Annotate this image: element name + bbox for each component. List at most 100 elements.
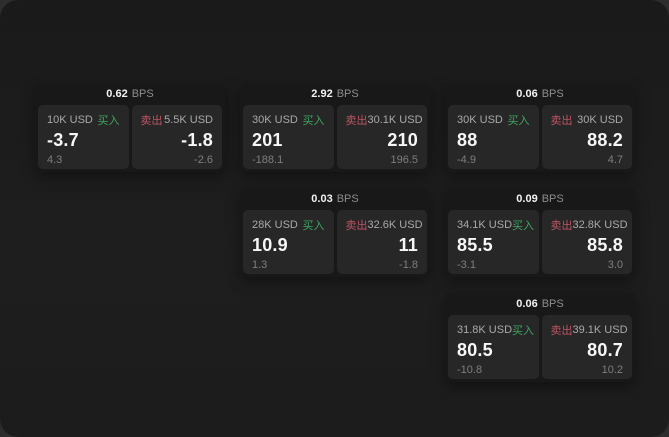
buy-amount: 10K USD: [47, 114, 93, 126]
buy-tile-header: 28K USD 买入: [252, 217, 325, 233]
buy-side-label: 买入: [507, 115, 530, 127]
card-header: 0.06 BPS: [448, 293, 632, 315]
quote-panels: 30K USD 买入 88 -4.9 卖出 30K USD 88.2 4.7: [448, 105, 632, 169]
sell-quote-tile[interactable]: 卖出 39.1K USD 80.7 10.2: [541, 315, 632, 379]
sell-quote-tile[interactable]: 卖出 5.5K USD -1.8 -2.6: [131, 105, 222, 169]
sell-quote-tile[interactable]: 卖出 32.8K USD 85.8 3.0: [541, 210, 632, 274]
buy-amount: 31.8K USD: [457, 324, 513, 336]
bps-value: 0.62: [106, 88, 128, 100]
bps-unit-label: BPS: [131, 88, 154, 100]
buy-price: 85.5: [457, 235, 493, 255]
buy-quote-tile[interactable]: 30K USD 买入 201 -188.1: [243, 105, 334, 169]
sell-price: 85.8: [587, 235, 623, 255]
card-header: 0.03 BPS: [243, 188, 427, 210]
card-header: 0.62 BPS: [38, 83, 222, 105]
bps-unit-label: BPS: [541, 193, 564, 205]
sell-side-label: 卖出: [550, 220, 573, 232]
quote-panels: 28K USD 买入 10.9 1.3 卖出 32.6K USD 11 -1.8: [243, 210, 427, 274]
sell-price: 11: [398, 235, 418, 255]
quote-panels: 10K USD 买入 -3.7 4.3 卖出 5.5K USD -1.8 -2.…: [38, 105, 222, 169]
sell-amount: 30.1K USD: [367, 114, 423, 126]
buy-side-label: 买入: [97, 115, 120, 127]
buy-sub-value: 4.3: [47, 154, 63, 166]
buy-quote-tile[interactable]: 34.1K USD 买入 85.5 -3.1: [448, 210, 539, 274]
buy-price: 88: [457, 130, 478, 150]
sell-amount: 32.6K USD: [367, 219, 423, 231]
buy-price: 201: [252, 130, 283, 150]
sell-sub-value: -1.8: [399, 259, 418, 271]
sell-side-label: 卖出: [550, 115, 573, 127]
buy-quote-tile[interactable]: 31.8K USD 买入 80.5 -10.8: [448, 315, 539, 379]
bps-value: 2.92: [311, 88, 333, 100]
bps-value: 0.06: [516, 88, 538, 100]
bps-value: 0.06: [516, 298, 538, 310]
buy-price: 10.9: [252, 235, 288, 255]
sell-price: -1.8: [181, 130, 213, 150]
sell-quote-tile[interactable]: 卖出 32.6K USD 11 -1.8: [336, 210, 427, 274]
quote-card: 0.09 BPS 34.1K USD 买入 85.5 -3.1 卖出 32.8K…: [445, 188, 635, 277]
sell-price: 88.2: [587, 130, 623, 150]
quote-card: 0.62 BPS 10K USD 买入 -3.7 4.3 卖出 5.5K USD…: [35, 83, 225, 172]
quote-panels: 31.8K USD 买入 80.5 -10.8 卖出 39.1K USD 80.…: [448, 315, 632, 379]
bps-unit-label: BPS: [541, 298, 564, 310]
card-header: 2.92 BPS: [243, 83, 427, 105]
buy-tile-header: 34.1K USD 买入: [457, 217, 534, 233]
buy-side-label: 买入: [512, 325, 535, 337]
sell-amount: 30K USD: [577, 114, 623, 126]
sell-tile-header: 卖出 32.6K USD: [345, 217, 423, 233]
buy-amount: 30K USD: [457, 114, 503, 126]
sell-side-label: 卖出: [550, 325, 573, 337]
quote-panels: 34.1K USD 买入 85.5 -3.1 卖出 32.8K USD 85.8…: [448, 210, 632, 274]
quote-card: 0.06 BPS 30K USD 买入 88 -4.9 卖出 30K USD 8…: [445, 83, 635, 172]
sell-sub-value: 10.2: [601, 364, 623, 376]
sell-side-label: 卖出: [345, 220, 368, 232]
bps-unit-label: BPS: [336, 193, 359, 205]
buy-tile-header: 30K USD 买入: [252, 112, 325, 128]
buy-sub-value: 1.3: [252, 259, 268, 271]
bps-value: 0.03: [311, 193, 333, 205]
sell-amount: 39.1K USD: [572, 324, 628, 336]
buy-sub-value: -4.9: [457, 154, 476, 166]
buy-amount: 34.1K USD: [457, 219, 513, 231]
sell-price: 210: [387, 130, 418, 150]
sell-tile-header: 卖出 32.8K USD: [550, 217, 628, 233]
quote-card: 0.06 BPS 31.8K USD 买入 80.5 -10.8 卖出 39.1…: [445, 293, 635, 382]
sell-tile-header: 卖出 30.1K USD: [345, 112, 423, 128]
buy-quote-tile[interactable]: 30K USD 买入 88 -4.9: [448, 105, 539, 169]
sell-tile-header: 卖出 5.5K USD: [141, 112, 214, 128]
sell-sub-value: 196.5: [390, 154, 418, 166]
card-header: 0.06 BPS: [448, 83, 632, 105]
quote-card: 0.03 BPS 28K USD 买入 10.9 1.3 卖出 32.6K US…: [240, 188, 430, 277]
bps-unit-label: BPS: [541, 88, 564, 100]
sell-quote-tile[interactable]: 卖出 30.1K USD 210 196.5: [336, 105, 427, 169]
sell-sub-value: -2.6: [194, 154, 213, 166]
buy-sub-value: -3.1: [457, 259, 476, 271]
buy-side-label: 买入: [512, 220, 535, 232]
buy-sub-value: -188.1: [252, 154, 284, 166]
buy-tile-header: 10K USD 买入: [47, 112, 120, 128]
sell-amount: 32.8K USD: [572, 219, 628, 231]
sell-tile-header: 卖出 39.1K USD: [550, 322, 628, 338]
buy-side-label: 买入: [302, 220, 325, 232]
sell-amount: 5.5K USD: [164, 114, 213, 126]
sell-quote-tile[interactable]: 卖出 30K USD 88.2 4.7: [541, 105, 632, 169]
bps-unit-label: BPS: [336, 88, 359, 100]
quote-panels: 30K USD 买入 201 -188.1 卖出 30.1K USD 210 1…: [243, 105, 427, 169]
buy-price: -3.7: [47, 130, 79, 150]
sell-price: 80.7: [587, 340, 623, 360]
buy-tile-header: 31.8K USD 买入: [457, 322, 534, 338]
sell-side-label: 卖出: [345, 115, 368, 127]
sell-side-label: 卖出: [140, 115, 163, 127]
bps-value: 0.09: [516, 193, 538, 205]
buy-sub-value: -10.8: [457, 364, 483, 376]
sell-sub-value: 4.7: [607, 154, 623, 166]
buy-quote-tile[interactable]: 28K USD 买入 10.9 1.3: [243, 210, 334, 274]
buy-side-label: 买入: [302, 115, 325, 127]
buy-price: 80.5: [457, 340, 493, 360]
buy-tile-header: 30K USD 买入: [457, 112, 530, 128]
card-header: 0.09 BPS: [448, 188, 632, 210]
buy-quote-tile[interactable]: 10K USD 买入 -3.7 4.3: [38, 105, 129, 169]
sell-tile-header: 卖出 30K USD: [551, 112, 624, 128]
buy-amount: 28K USD: [252, 219, 298, 231]
sell-sub-value: 3.0: [607, 259, 623, 271]
